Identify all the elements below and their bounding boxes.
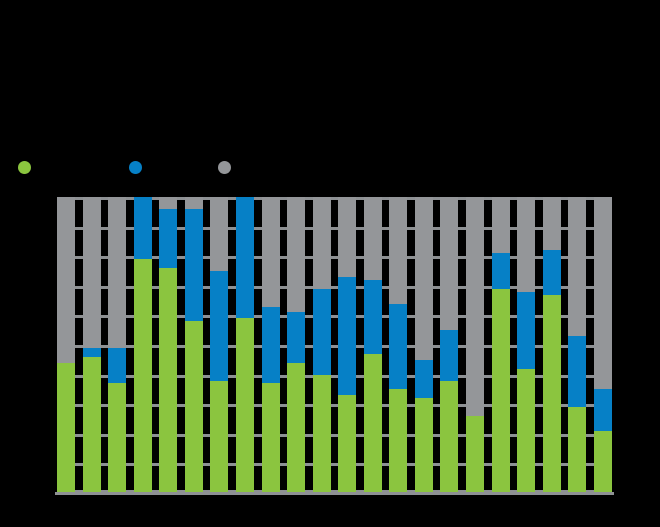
bar-column[interactable] (491, 197, 510, 493)
bar-series-container (57, 197, 612, 493)
bar-segment-gray[interactable] (261, 197, 280, 307)
bar-segment-green[interactable] (466, 416, 484, 493)
bar-segment-green[interactable] (491, 288, 510, 493)
bar-segment-blue[interactable] (568, 336, 587, 408)
bar-segment-green[interactable] (261, 383, 280, 493)
bar-column[interactable] (210, 197, 229, 493)
legend-swatch-green-icon (18, 160, 31, 174)
bar-segment-gray[interactable] (389, 197, 408, 304)
bar-segment-green[interactable] (184, 321, 203, 493)
bar-segment-gray[interactable] (57, 197, 75, 363)
bar-segment-blue[interactable] (593, 389, 612, 431)
bar-segment-green[interactable] (363, 353, 382, 493)
title-block (18, 14, 638, 18)
bar-segment-green[interactable] (133, 259, 152, 493)
bar-column[interactable] (593, 197, 612, 493)
bar-segment-green[interactable] (389, 389, 408, 493)
bar-segment-green[interactable] (440, 380, 459, 493)
bar-segment-blue[interactable] (82, 347, 101, 357)
bar-segment-green[interactable] (338, 395, 357, 493)
bar-segment-blue[interactable] (261, 306, 280, 384)
bar-segment-blue[interactable] (210, 271, 229, 381)
bar-segment-gray[interactable] (312, 197, 331, 289)
bar-segment-green[interactable] (82, 356, 101, 493)
bar-column[interactable] (312, 197, 331, 493)
bar-column[interactable] (184, 197, 203, 493)
bar-segment-blue[interactable] (517, 291, 536, 369)
bar-segment-green[interactable] (57, 362, 75, 493)
bar-segment-blue[interactable] (108, 347, 127, 384)
bar-segment-green[interactable] (593, 430, 612, 493)
legend-item-gray[interactable] (218, 158, 338, 176)
bar-segment-blue[interactable] (235, 197, 254, 319)
bar-column[interactable] (261, 197, 280, 493)
bar-segment-green[interactable] (517, 368, 536, 493)
bar-segment-blue[interactable] (414, 359, 433, 399)
bar-segment-green[interactable] (108, 383, 127, 493)
bar-segment-gray[interactable] (210, 197, 229, 272)
legend-item-green[interactable] (18, 158, 129, 176)
bar-segment-blue[interactable] (159, 208, 178, 269)
bar-column[interactable] (57, 197, 75, 493)
bar-segment-gray[interactable] (491, 197, 510, 254)
bar-segment-blue[interactable] (491, 253, 510, 289)
bar-segment-green[interactable] (287, 362, 306, 493)
bar-segment-gray[interactable] (82, 197, 101, 348)
bar-column[interactable] (542, 197, 561, 493)
bar-column[interactable] (389, 197, 408, 493)
bar-segment-blue[interactable] (440, 330, 459, 381)
bar-segment-gray[interactable] (108, 197, 127, 348)
plot-area (57, 197, 612, 493)
bar-segment-green[interactable] (159, 268, 178, 493)
bar-segment-green[interactable] (235, 318, 254, 493)
bar-column[interactable] (440, 197, 459, 493)
bar-column[interactable] (414, 197, 433, 493)
bar-column[interactable] (82, 197, 101, 493)
bar-segment-blue[interactable] (338, 276, 357, 396)
bar-column[interactable] (287, 197, 306, 493)
bar-segment-green[interactable] (568, 407, 587, 493)
bar-column[interactable] (363, 197, 382, 493)
bar-segment-gray[interactable] (542, 197, 561, 251)
bar-segment-gray[interactable] (593, 197, 612, 390)
bar-segment-gray[interactable] (287, 197, 306, 313)
bar-segment-gray[interactable] (517, 197, 536, 292)
bar-segment-blue[interactable] (363, 279, 382, 354)
bar-segment-gray[interactable] (440, 197, 459, 331)
bar-segment-blue[interactable] (133, 197, 152, 260)
bar-segment-gray[interactable] (466, 197, 484, 417)
bar-segment-gray[interactable] (184, 197, 203, 209)
bar-segment-gray[interactable] (568, 197, 587, 337)
bar-segment-gray[interactable] (338, 197, 357, 277)
bar-segment-green[interactable] (542, 294, 561, 493)
bar-column[interactable] (159, 197, 178, 493)
bar-column[interactable] (338, 197, 357, 493)
bar-column[interactable] (568, 197, 587, 493)
bar-column[interactable] (235, 197, 254, 493)
bar-column[interactable] (133, 197, 152, 493)
bar-column[interactable] (466, 197, 484, 493)
legend-item-blue[interactable] (129, 158, 218, 176)
bar-segment-blue[interactable] (287, 312, 306, 363)
bar-segment-green[interactable] (414, 398, 433, 493)
legend-swatch-gray-icon (218, 160, 231, 174)
bar-segment-blue[interactable] (184, 208, 203, 322)
bar-segment-gray[interactable] (363, 197, 382, 280)
bar-segment-gray[interactable] (414, 197, 433, 360)
x-axis-line (55, 492, 614, 495)
legend-swatch-blue-icon (129, 160, 142, 174)
bar-column[interactable] (108, 197, 127, 493)
chart-legend (18, 158, 338, 176)
bar-segment-gray[interactable] (159, 197, 178, 209)
bar-segment-blue[interactable] (542, 250, 561, 295)
bar-segment-blue[interactable] (312, 288, 331, 375)
bar-column[interactable] (517, 197, 536, 493)
bar-segment-green[interactable] (210, 380, 229, 493)
bar-segment-blue[interactable] (389, 303, 408, 390)
bar-segment-green[interactable] (312, 374, 331, 493)
